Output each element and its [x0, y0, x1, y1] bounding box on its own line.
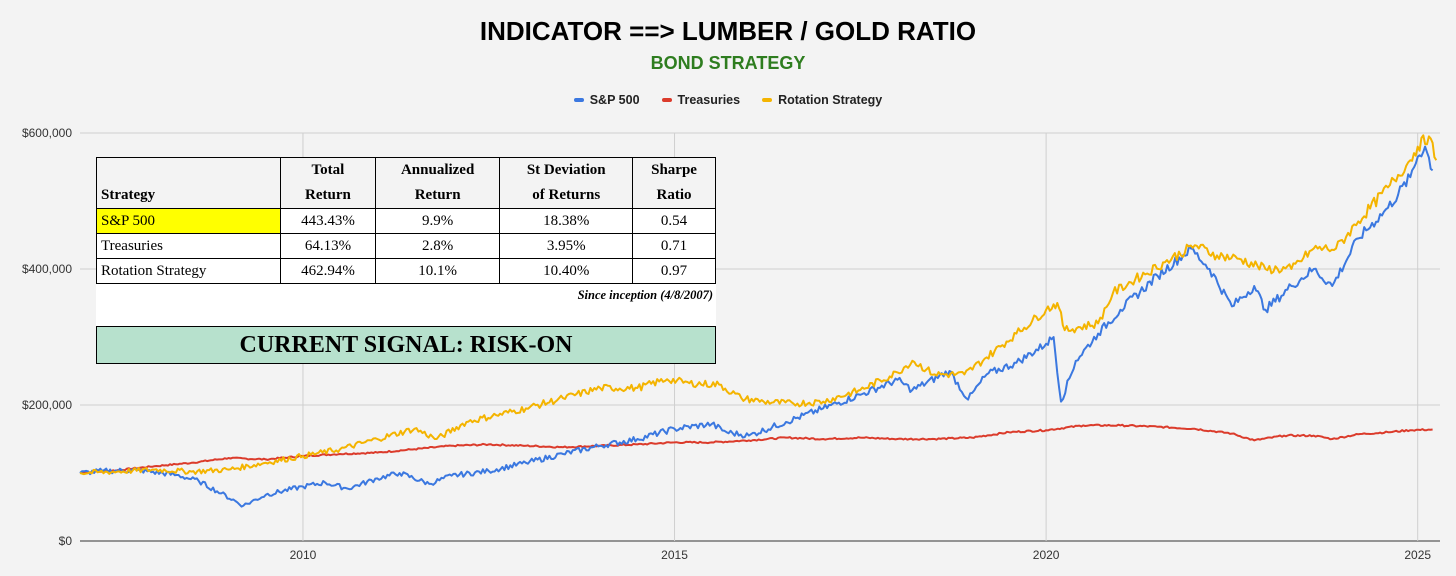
- x-tick-label: 2010: [290, 548, 317, 562]
- series-line-treasuries: [79, 423, 1433, 475]
- header-total-return: Total Return: [280, 157, 376, 209]
- x-tick-label: 2020: [1033, 548, 1060, 562]
- cell-total-return: 443.43%: [280, 208, 376, 234]
- chart-subtitle: BOND STRATEGY: [650, 53, 806, 73]
- chart-legend: S&P 500 Treasuries Rotation Strategy: [0, 93, 1456, 107]
- cell-annualized-return: 2.8%: [374, 233, 501, 259]
- cell-st-deviation: 10.40%: [499, 258, 634, 284]
- cell-strategy-name: S&P 500: [96, 208, 281, 234]
- cell-sharpe-ratio: 0.71: [632, 233, 716, 259]
- table-row: Treasuries 64.13% 2.8% 3.95% 0.71: [96, 233, 716, 259]
- header-st-deviation: St Deviation of Returns: [499, 157, 634, 209]
- cell-strategy-name: Rotation Strategy: [96, 258, 281, 284]
- cell-strategy-name: Treasuries: [96, 233, 281, 259]
- y-tick-label: $400,000: [22, 262, 72, 276]
- cell-sharpe-ratio: 0.97: [632, 258, 716, 284]
- table-row: S&P 500 443.43% 9.9% 18.38% 0.54: [96, 208, 716, 234]
- stats-panel: Strategy Total Return Annualized Return St…: [96, 157, 716, 364]
- header-strategy: Strategy: [96, 157, 281, 209]
- stats-table: Strategy Total Return Annualized Return St…: [96, 157, 716, 284]
- cell-st-deviation: 3.95%: [499, 233, 634, 259]
- table-row: Rotation Strategy 462.94% 10.1% 10.40% 0…: [96, 258, 716, 284]
- cell-sharpe-ratio: 0.54: [632, 208, 716, 234]
- series-line-rotation-strategy: [79, 134, 1438, 476]
- cell-total-return: 462.94%: [280, 258, 376, 284]
- y-tick-label: $200,000: [22, 398, 72, 412]
- stats-header-row: Strategy Total Return Annualized Return St…: [96, 157, 716, 209]
- legend-swatch-treasuries: [661, 98, 672, 102]
- legend-swatch-sp500: [573, 98, 584, 102]
- legend-swatch-rotation: [762, 98, 773, 102]
- chart-title: INDICATOR ==> LUMBER / GOLD RATIO: [479, 16, 977, 46]
- current-signal-banner: CURRENT SIGNAL: RISK-ON: [96, 326, 716, 364]
- series-line-s-p-500: [79, 145, 1434, 508]
- cell-st-deviation: 18.38%: [499, 208, 634, 234]
- legend-label-sp500: S&P 500: [589, 93, 640, 107]
- header-sharpe-ratio: Sharpe Ratio: [632, 157, 716, 209]
- series-lines: [79, 134, 1438, 508]
- inception-note: Since inception (4/8/2007): [577, 288, 713, 302]
- legend-label-rotation: Rotation Strategy: [778, 93, 883, 107]
- legend-item-sp500[interactable]: S&P 500: [573, 93, 640, 107]
- legend-item-rotation[interactable]: Rotation Strategy: [762, 93, 882, 107]
- axis-labels: $0 $200,000 $400,000 $600,000 2010 2015 2020 20…: [22, 126, 1431, 562]
- cell-annualized-return: 10.1%: [374, 258, 501, 284]
- header-annualized-return: Annualized Return: [374, 157, 501, 209]
- legend-label-treasuries: Treasuries: [677, 93, 741, 107]
- cell-annualized-return: 9.9%: [374, 208, 501, 234]
- cell-total-return: 64.13%: [280, 233, 376, 259]
- legend-item-treasuries[interactable]: Treasuries: [661, 93, 741, 107]
- y-tick-label: $0: [59, 534, 73, 548]
- x-tick-label: 2025: [1404, 548, 1431, 562]
- x-tick-label: 2015: [661, 548, 688, 562]
- y-tick-label: $600,000: [22, 126, 72, 140]
